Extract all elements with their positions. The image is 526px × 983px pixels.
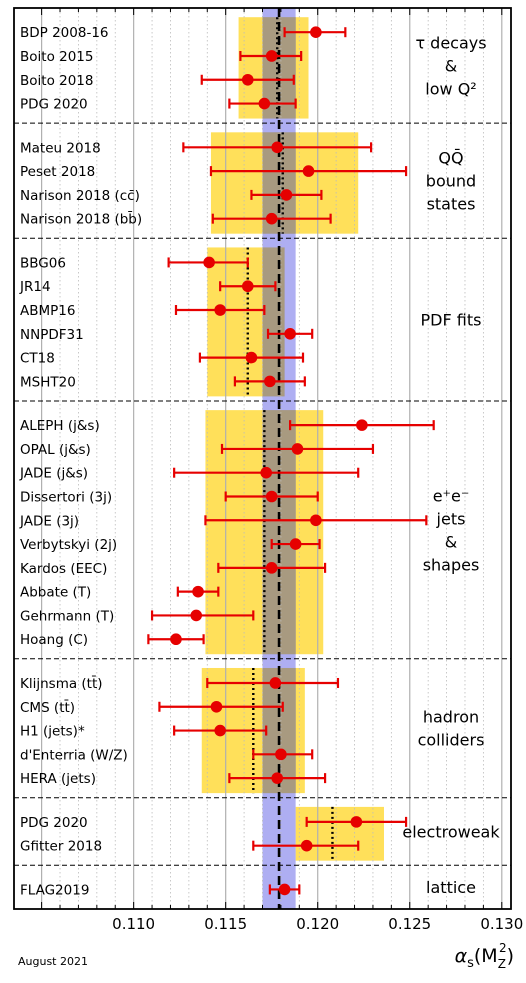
group-name: & — [445, 57, 457, 76]
data-point — [265, 50, 278, 62]
measurement-label: Narison 2018 (cc̄) — [20, 188, 140, 204]
measurement-label: OPAL (j&s) — [20, 442, 91, 458]
group-name: colliders — [418, 731, 485, 750]
measurement-label: H1 (jets)* — [20, 724, 85, 740]
measurement-label: Verbytskyi (2j) — [20, 537, 117, 553]
data-point — [245, 351, 258, 364]
measurement-label: NNPDF31 — [20, 327, 84, 343]
measurement-label: Gehrmann (T) — [20, 608, 114, 624]
measurement-label: Mateu 2018 — [20, 140, 101, 156]
group-name: QQ̄ — [438, 149, 463, 168]
x-axis-label-part: α — [455, 945, 468, 967]
measurement-label: JADE (3j) — [19, 513, 79, 529]
data-point — [241, 73, 254, 86]
data-point — [265, 490, 278, 503]
data-point — [356, 419, 368, 431]
measurement-label: Boito 2015 — [20, 49, 93, 65]
group-name: shapes — [423, 555, 480, 574]
data-point — [310, 26, 322, 38]
data-point — [300, 839, 313, 852]
group-name: hadron — [423, 708, 479, 727]
x-axis: 0.110 0.115 0.120 0.125 0.130 αs(MZ 2) August 2… — [18, 8, 523, 971]
data-point — [214, 304, 226, 316]
x-tick-label: 0.120 — [296, 915, 339, 933]
measurement-label: FLAG2019 — [20, 882, 89, 898]
group-name: bound — [426, 172, 476, 191]
measurement-label: d'Enterria (W/Z) — [20, 747, 128, 763]
data-point — [278, 883, 291, 896]
x-tick-label: 0.115 — [204, 915, 247, 933]
group-name: lattice — [426, 878, 476, 897]
measurement-label: ALEPH (j&s) — [20, 418, 100, 434]
data-point — [260, 466, 272, 479]
measurement-label: JADE (j&s) — [19, 466, 88, 482]
measurement-label: Klijnsma (tt̄) — [20, 675, 103, 692]
measurement-label: HERA (jets) — [20, 771, 96, 787]
group-name: low Q² — [425, 80, 476, 99]
data-point — [190, 609, 203, 622]
measurement-label: CMS (tt̄) — [20, 698, 75, 715]
x-axis-label-part: Z — [498, 957, 506, 971]
measurement-label: PDG 2020 — [20, 815, 88, 831]
data-point — [310, 514, 322, 527]
data-point — [302, 165, 315, 177]
data-point — [291, 443, 304, 455]
group-name: electroweak — [402, 822, 500, 841]
data-point — [271, 772, 284, 784]
measurement-label: PDG 2020 — [20, 97, 88, 113]
data-point — [214, 724, 226, 737]
data-point — [280, 189, 293, 201]
data-point — [275, 748, 287, 761]
x-axis-label-part: s — [467, 956, 474, 971]
measurement-label: Peset 2018 — [20, 164, 95, 180]
group-name: states — [427, 195, 476, 214]
measurement-label: BDP 2008-16 — [20, 25, 109, 41]
data-point — [241, 280, 254, 293]
measurement-label: MSHT20 — [20, 374, 76, 390]
group-name: jets — [436, 509, 466, 528]
measurement-label: Kardos (EEC) — [20, 561, 107, 577]
measurement-label: Gfitter 2018 — [20, 839, 102, 855]
measurement-label: Dissertori (3j) — [20, 489, 112, 505]
data-point — [170, 633, 182, 646]
marks-layer — [147, 8, 435, 909]
measurement-label: CT18 — [20, 351, 55, 367]
group-name: & — [445, 532, 457, 551]
data-point — [265, 212, 278, 225]
measurement-label: Hoang (C) — [20, 632, 88, 648]
x-tick-label: 0.130 — [480, 915, 523, 933]
data-point — [271, 141, 284, 154]
x-axis-label-part: ) — [507, 945, 514, 967]
data-point — [284, 328, 296, 340]
x-tick-label: 0.110 — [112, 915, 155, 933]
measurement-label: Narison 2018 (bb̄) — [20, 210, 142, 227]
data-point — [210, 700, 223, 713]
measurement-label: JR14 — [19, 279, 51, 295]
data-point — [269, 677, 282, 689]
group-band-overlap — [262, 247, 285, 397]
measurement-label: Boito 2018 — [20, 73, 93, 89]
data-point — [289, 538, 302, 550]
text-layer: BDP 2008-16 Boito 2015 Boito 2018 PDG 2020 M… — [19, 25, 500, 898]
measurement-label: ABMP16 — [20, 303, 75, 319]
grid-layer — [14, 8, 511, 909]
group-range-box — [295, 806, 384, 861]
data-point — [258, 97, 271, 110]
x-axis-label-part: (M — [474, 945, 498, 967]
x-tick-label: 0.125 — [388, 915, 431, 933]
measurement-label: BBG06 — [20, 255, 66, 271]
group-name: PDF fits — [421, 311, 482, 330]
data-point — [350, 816, 363, 828]
group-name: τ decays — [415, 34, 486, 53]
group-name: e⁺e⁻ — [433, 486, 470, 505]
footnote-date: August 2021 — [18, 955, 88, 968]
measurement-label: Abbate (T) — [20, 585, 91, 601]
x-axis-label-part: 2 — [499, 941, 507, 955]
data-point — [264, 375, 276, 388]
data-point — [203, 256, 215, 269]
data-point — [265, 562, 278, 574]
x-axis-label: αs(MZ 2) — [455, 941, 514, 971]
data-point — [192, 585, 204, 598]
